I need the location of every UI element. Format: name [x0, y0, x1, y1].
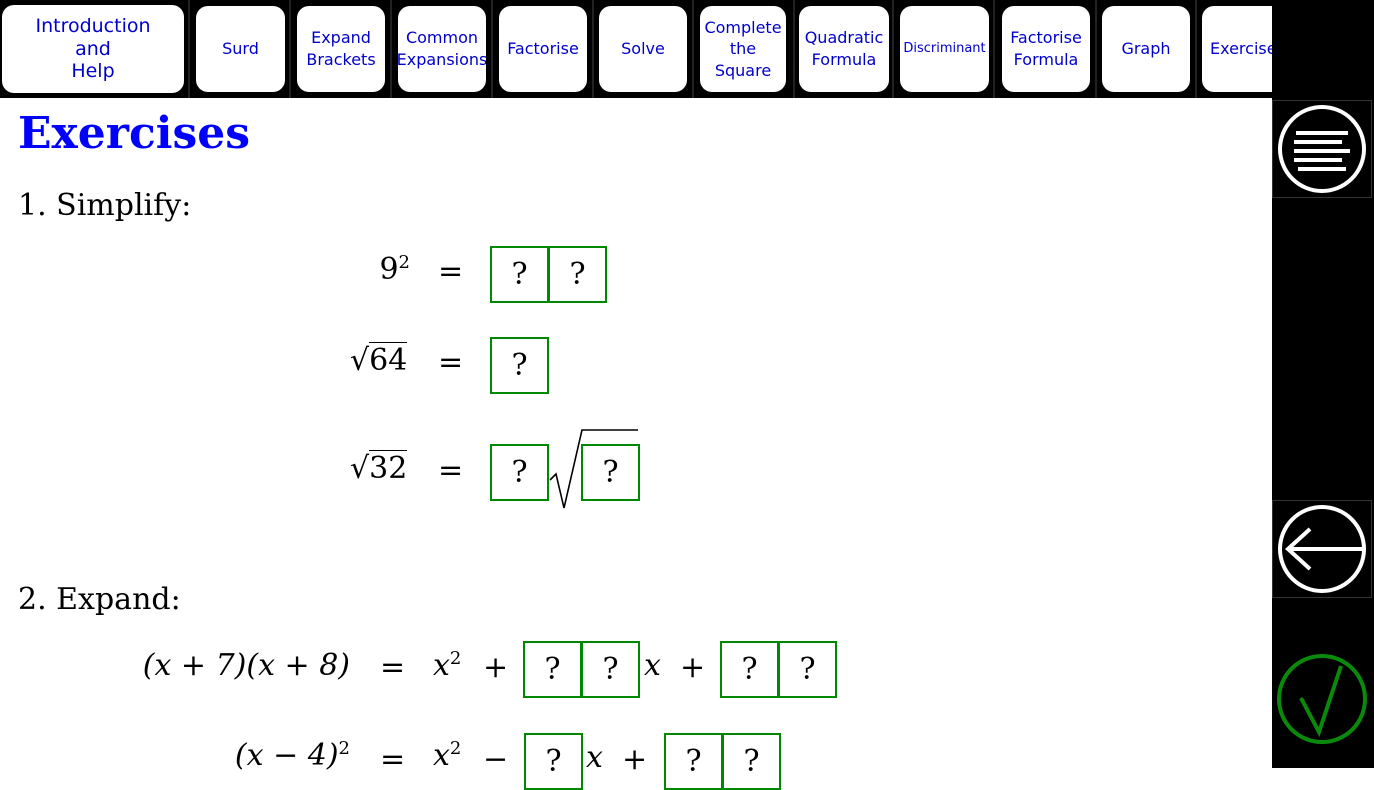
tab-discriminant[interactable]: Discriminant [900, 6, 989, 92]
nav-cell [996, 0, 1097, 98]
radicand: 64 [369, 342, 408, 378]
answer-box[interactable]: ? [490, 444, 549, 501]
equals-sign: = [438, 453, 464, 488]
answer-box[interactable]: ? [581, 444, 640, 501]
var: x [433, 648, 450, 683]
page-title: Exercises [18, 108, 250, 159]
nav-cell [493, 0, 594, 98]
tab-surd[interactable]: Surd [196, 6, 285, 92]
nav-cell [894, 0, 995, 98]
answer-box[interactable]: ? [490, 246, 549, 303]
tab-quadratic-formula[interactable]: Quadratic Formula [799, 6, 889, 92]
var: x [433, 738, 450, 773]
plus-sign: + [622, 742, 648, 777]
menu-lines-icon [1278, 105, 1366, 193]
topic-nav: Introduction and Help Surd Expand Bracket… [0, 0, 1272, 98]
plus-sign: + [483, 650, 509, 685]
plus-sign: + [680, 650, 706, 685]
tab-expand-brackets[interactable]: Expand Brackets [297, 6, 385, 92]
menu-button[interactable] [1272, 100, 1372, 198]
tab-factorise[interactable]: Factorise [499, 6, 587, 92]
base: 9 [379, 252, 399, 287]
back-button[interactable] [1272, 500, 1372, 598]
expr-sqrt-32: √32 [350, 450, 408, 486]
var-x: x [644, 648, 661, 683]
exponent: 2 [449, 738, 462, 759]
minus-sign: − [483, 742, 509, 777]
answer-box[interactable]: ? [524, 733, 583, 790]
tab-factorise-formula[interactable]: Factorise Formula [1002, 6, 1090, 92]
expr-9-squared: 92 [340, 252, 410, 287]
nav-cell [593, 0, 694, 98]
tab-exercise[interactable]: Exercise [1202, 6, 1272, 92]
exponent: 2 [449, 648, 462, 669]
nav-cell [1096, 0, 1197, 98]
expr-square: (x − 4)2 [150, 738, 350, 773]
checkmark-icon [1277, 654, 1367, 744]
answer-box[interactable]: ? [523, 641, 582, 698]
equals-sign: = [438, 345, 464, 380]
answer-box[interactable]: ? [722, 733, 781, 790]
arrow-left-icon [1278, 505, 1366, 593]
answer-box[interactable]: ? [664, 733, 723, 790]
tab-complete-the-square[interactable]: Complete the Square [700, 6, 786, 92]
sqrt-icon [549, 429, 638, 509]
tab-solve[interactable]: Solve [599, 6, 687, 92]
answer-box[interactable]: ? [490, 337, 549, 394]
sqrt-icon: √ [350, 451, 370, 486]
x-squared: x2 [433, 648, 461, 683]
tab-common-expansions[interactable]: Common Expansions [398, 6, 486, 92]
question-1-label: 1. Simplify: [18, 188, 192, 223]
equals-sign: = [380, 742, 406, 777]
nav-cell [694, 0, 795, 98]
answer-box[interactable]: ? [778, 641, 837, 698]
answer-box[interactable]: ? [581, 641, 640, 698]
base: (x − 4) [234, 738, 339, 773]
nav-cell [0, 0, 190, 98]
nav-cell [291, 0, 392, 98]
tab-graph[interactable]: Graph [1102, 6, 1190, 92]
answer-box[interactable]: ? [548, 246, 607, 303]
exponent: 2 [338, 738, 350, 759]
sqrt-icon: √ [350, 343, 370, 378]
check-button[interactable] [1272, 650, 1372, 748]
equals-sign: = [438, 254, 464, 289]
expr-product: (x + 7)(x + 8) [142, 648, 350, 683]
radicand: 32 [369, 450, 408, 486]
x-squared: x2 [433, 738, 461, 773]
answer-box[interactable]: ? [720, 641, 779, 698]
question-2-label: 2. Expand: [18, 582, 181, 617]
var-x: x [586, 740, 603, 775]
nav-cell [392, 0, 493, 98]
nav-cell [793, 0, 894, 98]
nav-cell [190, 0, 291, 98]
expr-sqrt-64: √64 [350, 342, 408, 378]
equals-sign: = [380, 650, 406, 685]
exponent: 2 [398, 252, 410, 273]
tab-introduction[interactable]: Introduction and Help [2, 5, 184, 93]
